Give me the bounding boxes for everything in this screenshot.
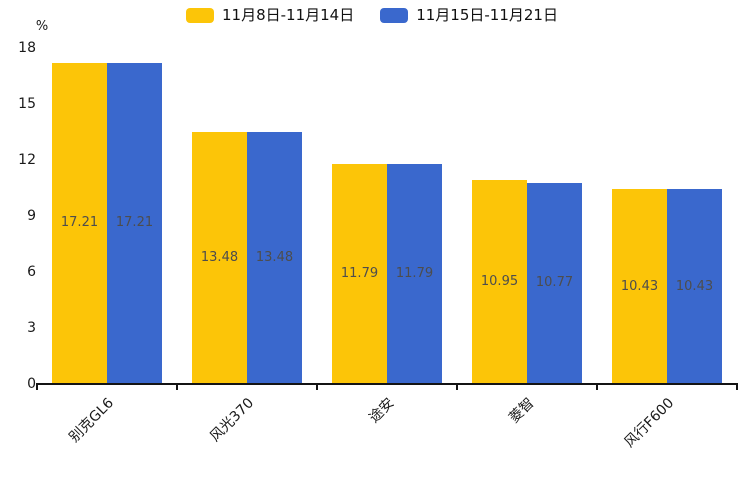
legend-item-week2: 11月15日-11月21日 <box>380 7 558 24</box>
y-tick-label: 15 <box>18 96 36 112</box>
y-tick-label: 12 <box>18 152 36 168</box>
x-category-label: 风光370 <box>207 395 258 446</box>
legend: 11月8日-11月14日 11月15日-11月21日 <box>0 7 744 24</box>
y-tick-label: 6 <box>27 264 36 280</box>
bar-week1 <box>472 179 527 384</box>
bar-value-label: 17.21 <box>115 215 154 231</box>
legend-swatch-week1 <box>186 8 214 23</box>
y-tick-label: 9 <box>27 208 36 224</box>
x-axis-tick <box>316 385 318 390</box>
x-axis-tick <box>36 385 38 390</box>
bar-value-label: 13.48 <box>255 250 294 266</box>
bar-value-label: 17.21 <box>60 215 99 231</box>
x-axis-tick <box>596 385 598 390</box>
legend-label-week1: 11月8日-11月14日 <box>222 6 355 24</box>
bar-value-label: 10.43 <box>675 278 714 294</box>
legend-swatch-week2 <box>380 8 409 23</box>
y-tick-label: 18 <box>18 40 36 56</box>
bar-week1 <box>52 62 107 384</box>
bar-value-label: 11.79 <box>395 265 434 281</box>
bar-value-label: 10.95 <box>480 273 519 289</box>
legend-label-week2: 11月15日-11月21日 <box>416 6 558 24</box>
bar-value-label: 10.77 <box>535 275 574 291</box>
bar-week2 <box>387 163 442 384</box>
bar-week1 <box>192 132 247 384</box>
bar-week1 <box>332 163 387 384</box>
bar-week2 <box>527 182 582 384</box>
x-axis-tick <box>456 385 458 390</box>
legend-item-week1: 11月8日-11月14日 <box>186 7 354 24</box>
y-tick-label: 0 <box>27 376 36 392</box>
x-axis-tick <box>176 385 178 390</box>
x-category-label: 途安 <box>366 395 398 427</box>
x-category-label: 菱智 <box>506 395 538 427</box>
y-axis-unit-label: % <box>35 19 49 34</box>
x-category-label: 风行F600 <box>621 395 678 451</box>
bar-week2 <box>107 62 162 384</box>
bar-value-label: 10.43 <box>620 278 659 294</box>
bar-week2 <box>247 132 302 384</box>
bar-week2 <box>667 189 722 384</box>
bar-value-label: 13.48 <box>200 250 239 266</box>
bar-week1 <box>612 189 667 384</box>
y-tick-label: 3 <box>27 320 36 336</box>
bar-value-label: 11.79 <box>340 265 379 281</box>
x-category-label: 别克GL6 <box>66 395 118 446</box>
x-axis-line <box>36 383 738 385</box>
x-axis-tick <box>736 385 738 390</box>
